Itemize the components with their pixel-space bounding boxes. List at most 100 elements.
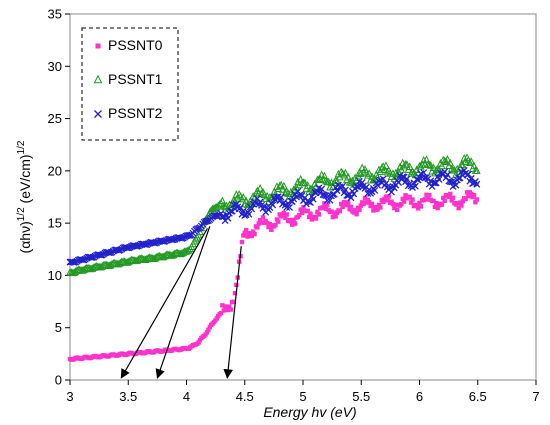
- data-point: [116, 258, 125, 267]
- data-point: [325, 192, 333, 200]
- series-pssnt2: [66, 167, 481, 266]
- data-point: [464, 190, 470, 195]
- data-point: [429, 163, 438, 172]
- legend-marker: [94, 110, 102, 118]
- data-point: [108, 259, 116, 268]
- y-tick-label: 10: [48, 268, 62, 283]
- data-point: [218, 310, 224, 316]
- data-point: [329, 209, 334, 214]
- data-point: [389, 199, 394, 204]
- y-axis-label: (αhν)1/2 (eV/cm)1/2: [16, 140, 33, 253]
- data-point: [443, 154, 452, 163]
- data-point: [305, 208, 310, 214]
- data-point: [439, 155, 448, 164]
- data-point: [306, 214, 312, 220]
- data-point: [364, 190, 372, 197]
- data-point: [284, 212, 289, 217]
- data-point: [346, 200, 351, 205]
- y-axis-label-mid: (eV/cm): [17, 154, 33, 207]
- data-point: [414, 203, 419, 209]
- data-point: [288, 219, 294, 224]
- data-point: [344, 172, 353, 181]
- data-point: [334, 210, 340, 216]
- data-point: [337, 167, 346, 176]
- data-point: [227, 207, 235, 215]
- data-point: [380, 165, 389, 173]
- data-point: [218, 196, 227, 205]
- data-point: [461, 157, 470, 166]
- data-point: [206, 327, 211, 332]
- data-point: [446, 158, 455, 167]
- data-point: [435, 165, 443, 174]
- data-point: [245, 210, 253, 218]
- data-point: [427, 192, 432, 198]
- data-point: [473, 180, 481, 188]
- y-tick-label: 20: [48, 163, 62, 178]
- data-point: [239, 239, 245, 245]
- data-point: [290, 222, 295, 227]
- data-point: [401, 199, 407, 204]
- data-point: [326, 196, 334, 204]
- data-point: [355, 168, 364, 176]
- data-point: [260, 215, 266, 220]
- data-point: [358, 203, 363, 208]
- data-point: [372, 204, 377, 210]
- data-point: [362, 195, 368, 201]
- data-point: [455, 174, 463, 182]
- data-point: [418, 204, 424, 209]
- data-point: [291, 217, 296, 223]
- data-point: [245, 234, 250, 239]
- data-point: [320, 171, 329, 180]
- x-tick-label: 6: [416, 389, 423, 404]
- data-point: [250, 229, 256, 234]
- data-point: [227, 304, 232, 309]
- data-point: [352, 208, 358, 213]
- data-point: [309, 195, 317, 203]
- data-point: [246, 231, 252, 236]
- data-point: [222, 304, 228, 309]
- data-point: [385, 198, 390, 203]
- data-point: [351, 210, 356, 215]
- extrapolation-arrow: [223, 246, 242, 379]
- data-point: [415, 206, 421, 211]
- data-point: [242, 230, 247, 236]
- data-point: [378, 205, 383, 210]
- data-point: [470, 161, 478, 170]
- data-point: [126, 256, 134, 265]
- data-point: [276, 219, 281, 224]
- data-point: [339, 182, 347, 190]
- data-point: [394, 207, 400, 213]
- data-point: [430, 179, 437, 187]
- x-tick-label: 3: [66, 389, 73, 404]
- legend-marker: [93, 74, 103, 84]
- data-point: [339, 201, 344, 207]
- data-point: [357, 207, 362, 212]
- data-point: [375, 207, 380, 212]
- data-point: [450, 195, 456, 201]
- data-point: [337, 208, 343, 214]
- data-point: [297, 213, 302, 218]
- data-point: [383, 194, 389, 199]
- data-point: [366, 200, 372, 205]
- data-point: [376, 202, 382, 208]
- data-point: [87, 253, 95, 261]
- data-point: [435, 205, 440, 211]
- data-point: [281, 210, 287, 216]
- data-point: [152, 252, 161, 261]
- series-layer: [66, 153, 481, 362]
- data-point: [325, 203, 330, 208]
- data-point: [266, 224, 271, 230]
- data-point: [183, 246, 192, 255]
- y-axis-label-exp2: 1/2: [16, 140, 27, 154]
- data-point: [432, 204, 438, 209]
- data-point: [232, 290, 238, 296]
- data-point: [256, 183, 264, 192]
- y-tick-label: 35: [48, 7, 62, 22]
- data-point: [473, 200, 478, 205]
- data-point: [474, 197, 480, 202]
- data-point: [356, 169, 365, 177]
- data-point: [316, 212, 322, 217]
- data-point: [460, 199, 466, 204]
- data-point: [469, 191, 474, 197]
- data-point: [439, 202, 445, 207]
